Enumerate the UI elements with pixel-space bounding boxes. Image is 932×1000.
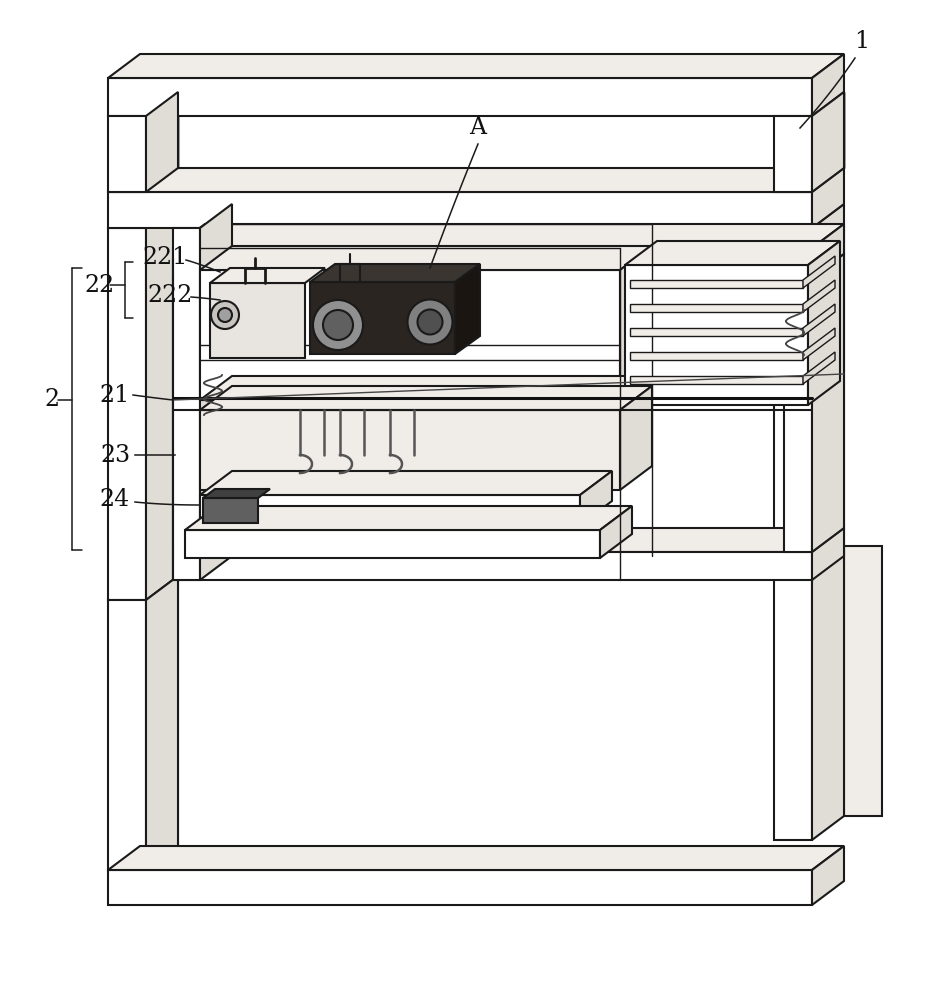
Polygon shape — [812, 54, 844, 116]
Text: 1: 1 — [855, 30, 870, 53]
Polygon shape — [108, 78, 812, 116]
Polygon shape — [580, 471, 612, 525]
Polygon shape — [146, 92, 178, 192]
Polygon shape — [630, 280, 803, 288]
Polygon shape — [200, 410, 620, 490]
Polygon shape — [185, 530, 600, 558]
Polygon shape — [203, 498, 258, 523]
Polygon shape — [630, 352, 803, 360]
Polygon shape — [200, 204, 232, 580]
Polygon shape — [108, 870, 812, 905]
Polygon shape — [620, 246, 652, 400]
Polygon shape — [812, 224, 844, 278]
Polygon shape — [803, 304, 835, 336]
Polygon shape — [146, 204, 178, 600]
Polygon shape — [108, 192, 812, 228]
Polygon shape — [803, 352, 835, 384]
Ellipse shape — [323, 310, 353, 340]
Polygon shape — [600, 506, 632, 558]
Text: 23: 23 — [100, 444, 130, 466]
Polygon shape — [784, 278, 812, 552]
Polygon shape — [210, 268, 325, 283]
Polygon shape — [803, 328, 835, 360]
Text: 222: 222 — [147, 284, 193, 306]
Polygon shape — [203, 489, 270, 498]
Polygon shape — [774, 570, 812, 840]
Polygon shape — [812, 254, 844, 552]
Polygon shape — [200, 495, 580, 525]
Ellipse shape — [313, 300, 363, 350]
Polygon shape — [310, 282, 455, 354]
Polygon shape — [803, 256, 835, 288]
Polygon shape — [200, 270, 620, 400]
Polygon shape — [108, 600, 146, 870]
Polygon shape — [108, 846, 844, 870]
Polygon shape — [630, 376, 803, 384]
Text: A: A — [470, 116, 487, 139]
Polygon shape — [173, 228, 200, 580]
Polygon shape — [173, 224, 844, 248]
Polygon shape — [455, 264, 480, 354]
Polygon shape — [630, 304, 803, 312]
Polygon shape — [173, 528, 844, 552]
Polygon shape — [108, 54, 844, 78]
Polygon shape — [774, 116, 812, 192]
Ellipse shape — [218, 308, 232, 322]
Polygon shape — [630, 328, 803, 336]
Text: 24: 24 — [100, 488, 130, 512]
Polygon shape — [844, 546, 882, 816]
Ellipse shape — [407, 300, 453, 344]
Polygon shape — [200, 376, 652, 400]
Polygon shape — [108, 168, 844, 192]
Polygon shape — [210, 283, 305, 358]
Polygon shape — [803, 280, 835, 312]
Polygon shape — [201, 254, 233, 552]
Ellipse shape — [418, 310, 443, 334]
Text: 221: 221 — [143, 246, 187, 269]
Polygon shape — [185, 506, 632, 530]
Text: 2: 2 — [45, 388, 60, 412]
Polygon shape — [774, 228, 812, 570]
Polygon shape — [108, 116, 146, 192]
Ellipse shape — [211, 301, 239, 329]
Polygon shape — [173, 552, 812, 580]
Polygon shape — [200, 471, 612, 495]
Polygon shape — [625, 265, 808, 405]
Polygon shape — [812, 92, 844, 192]
Polygon shape — [200, 246, 652, 270]
Polygon shape — [625, 241, 840, 265]
Polygon shape — [812, 546, 844, 840]
Polygon shape — [812, 846, 844, 905]
Text: 21: 21 — [100, 383, 130, 406]
Polygon shape — [812, 528, 844, 580]
Polygon shape — [812, 168, 844, 228]
Polygon shape — [812, 204, 844, 570]
Polygon shape — [620, 386, 652, 490]
Polygon shape — [146, 576, 178, 870]
Polygon shape — [808, 241, 840, 405]
Polygon shape — [140, 576, 178, 846]
Polygon shape — [108, 228, 146, 600]
Polygon shape — [173, 278, 201, 552]
Polygon shape — [173, 248, 812, 278]
Text: 22: 22 — [85, 273, 116, 296]
Polygon shape — [310, 264, 480, 282]
Polygon shape — [200, 386, 652, 410]
